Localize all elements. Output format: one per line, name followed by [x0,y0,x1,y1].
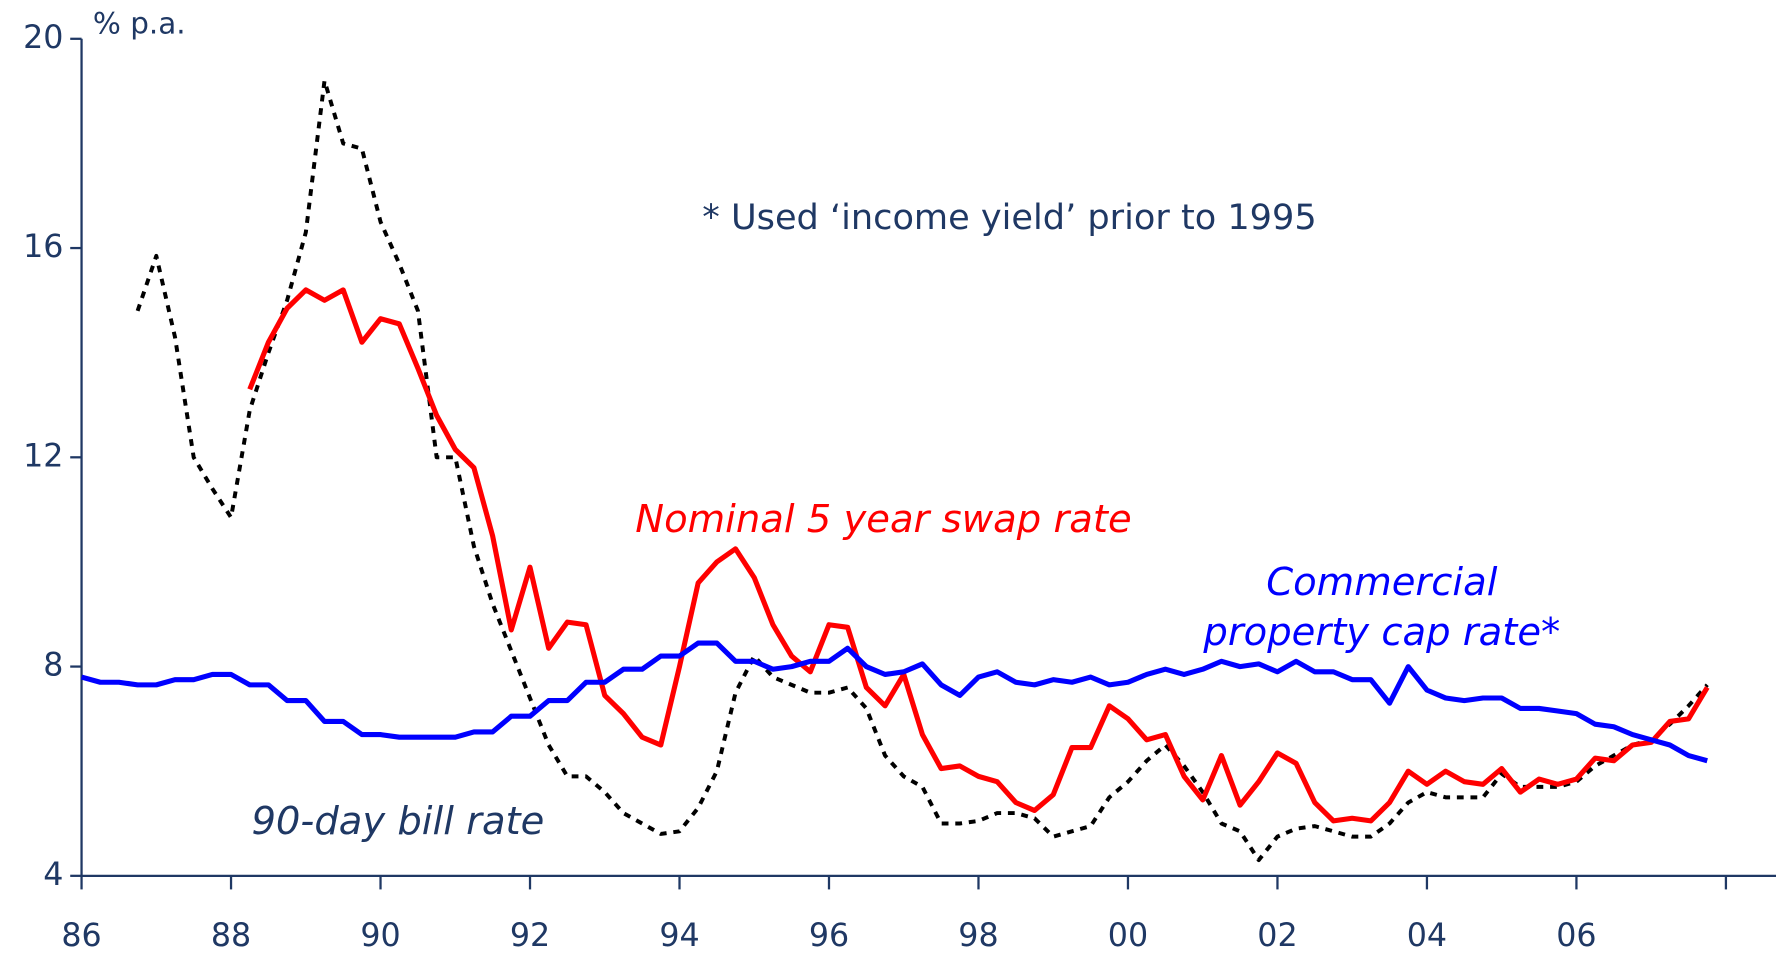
x-tick-label: 92 [510,918,550,952]
x-tick-label: 02 [1257,918,1297,952]
x-tick-label: 00 [1108,918,1148,952]
x-tick-label: 88 [211,918,251,952]
series-label-box: Commercial property cap rate* [1203,559,1561,655]
y-tick-label: 20 [23,20,63,56]
x-tick-label: 98 [958,918,998,952]
series-line [135,78,1709,863]
y-tick-label: 16 [23,229,63,265]
series-label: Nominal 5 year swap rate [635,497,1131,542]
y-tick-label: 12 [23,438,63,474]
x-tick-label: 94 [659,918,699,952]
y-tick-label: 8 [43,648,63,684]
y-axis-label: % p.a. [93,7,186,41]
series-line [247,287,1710,824]
x-tick-label: 90 [360,918,400,952]
series-line [80,640,1708,764]
series-label: 90-day bill rate [251,799,544,844]
x-tick-label: 04 [1407,918,1447,952]
x-tick-label: 86 [61,918,101,952]
y-tick-label: 4 [43,857,63,893]
annotation: * Used ‘income yield’ prior to 1995 [702,197,1316,238]
x-tick-label: 06 [1556,918,1596,952]
x-tick-label: 96 [809,918,849,952]
series-label: Commercial property cap rate* [1203,559,1561,655]
